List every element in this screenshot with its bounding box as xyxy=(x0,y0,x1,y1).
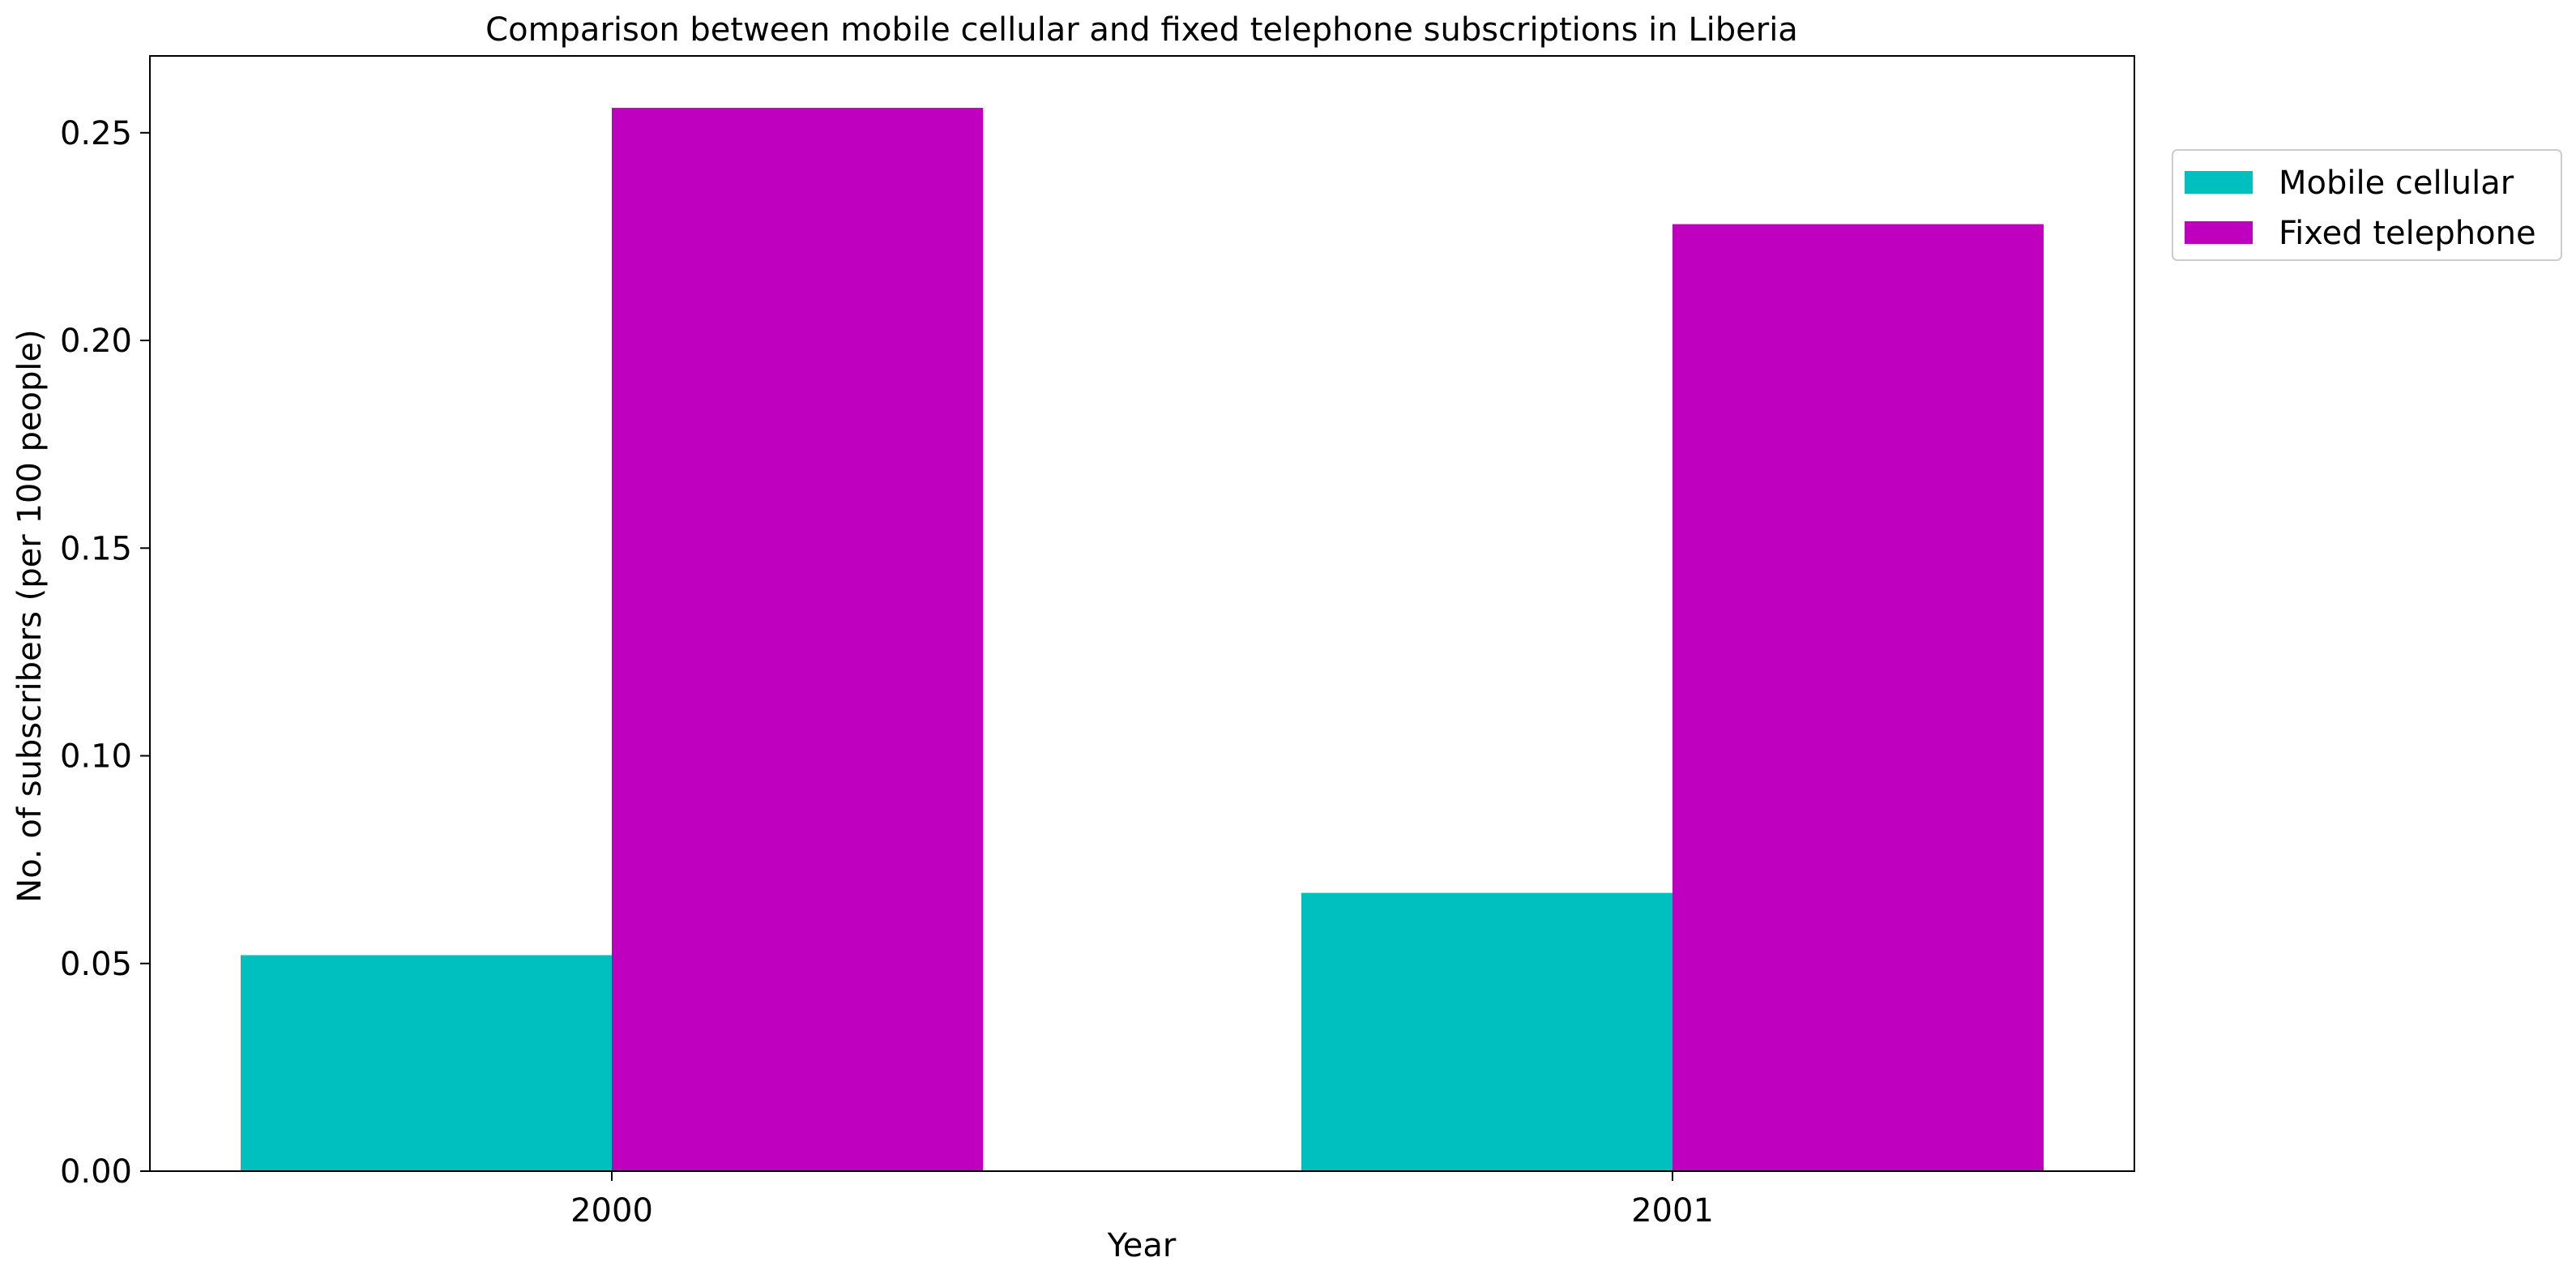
y-tick-label: 0.10 xyxy=(60,738,132,776)
y-tick-label: 0.15 xyxy=(60,530,132,567)
bar-fixed-telephone-2000 xyxy=(612,108,983,1172)
bar-mobile-cellular-2000 xyxy=(241,955,612,1171)
legend-swatch-mobile-cellular xyxy=(2185,171,2253,194)
bar-fixed-telephone-2001 xyxy=(1672,224,2044,1171)
y-axis-label: No. of subscribers (per 100 people) xyxy=(11,329,49,902)
chart-title: Comparison between mobile cellular and f… xyxy=(485,11,1798,49)
bar-mobile-cellular-2001 xyxy=(1301,892,1672,1171)
plot-frame xyxy=(149,55,2135,1172)
x-axis-label: Year xyxy=(1107,1227,1177,1264)
legend-swatch-fixed-telephone xyxy=(2185,221,2253,244)
legend-label-mobile-cellular: Mobile cellular xyxy=(2279,165,2514,202)
x-tick-label: 2001 xyxy=(1631,1192,1714,1230)
legend: Mobile cellular Fixed telephone xyxy=(2172,149,2562,261)
legend-frame xyxy=(2172,149,2562,261)
y-tick-label: 0.05 xyxy=(60,946,132,983)
y-tick-label: 0.00 xyxy=(60,1153,132,1191)
y-tick-label: 0.20 xyxy=(60,323,132,360)
plot-layer: 0.00 0.05 0.10 0.15 0.20 0.25 2000 2001 xyxy=(60,55,2135,1230)
y-tick-label: 0.25 xyxy=(60,115,132,152)
legend-label-fixed-telephone: Fixed telephone xyxy=(2279,215,2536,252)
x-tick-label: 2000 xyxy=(570,1192,653,1230)
